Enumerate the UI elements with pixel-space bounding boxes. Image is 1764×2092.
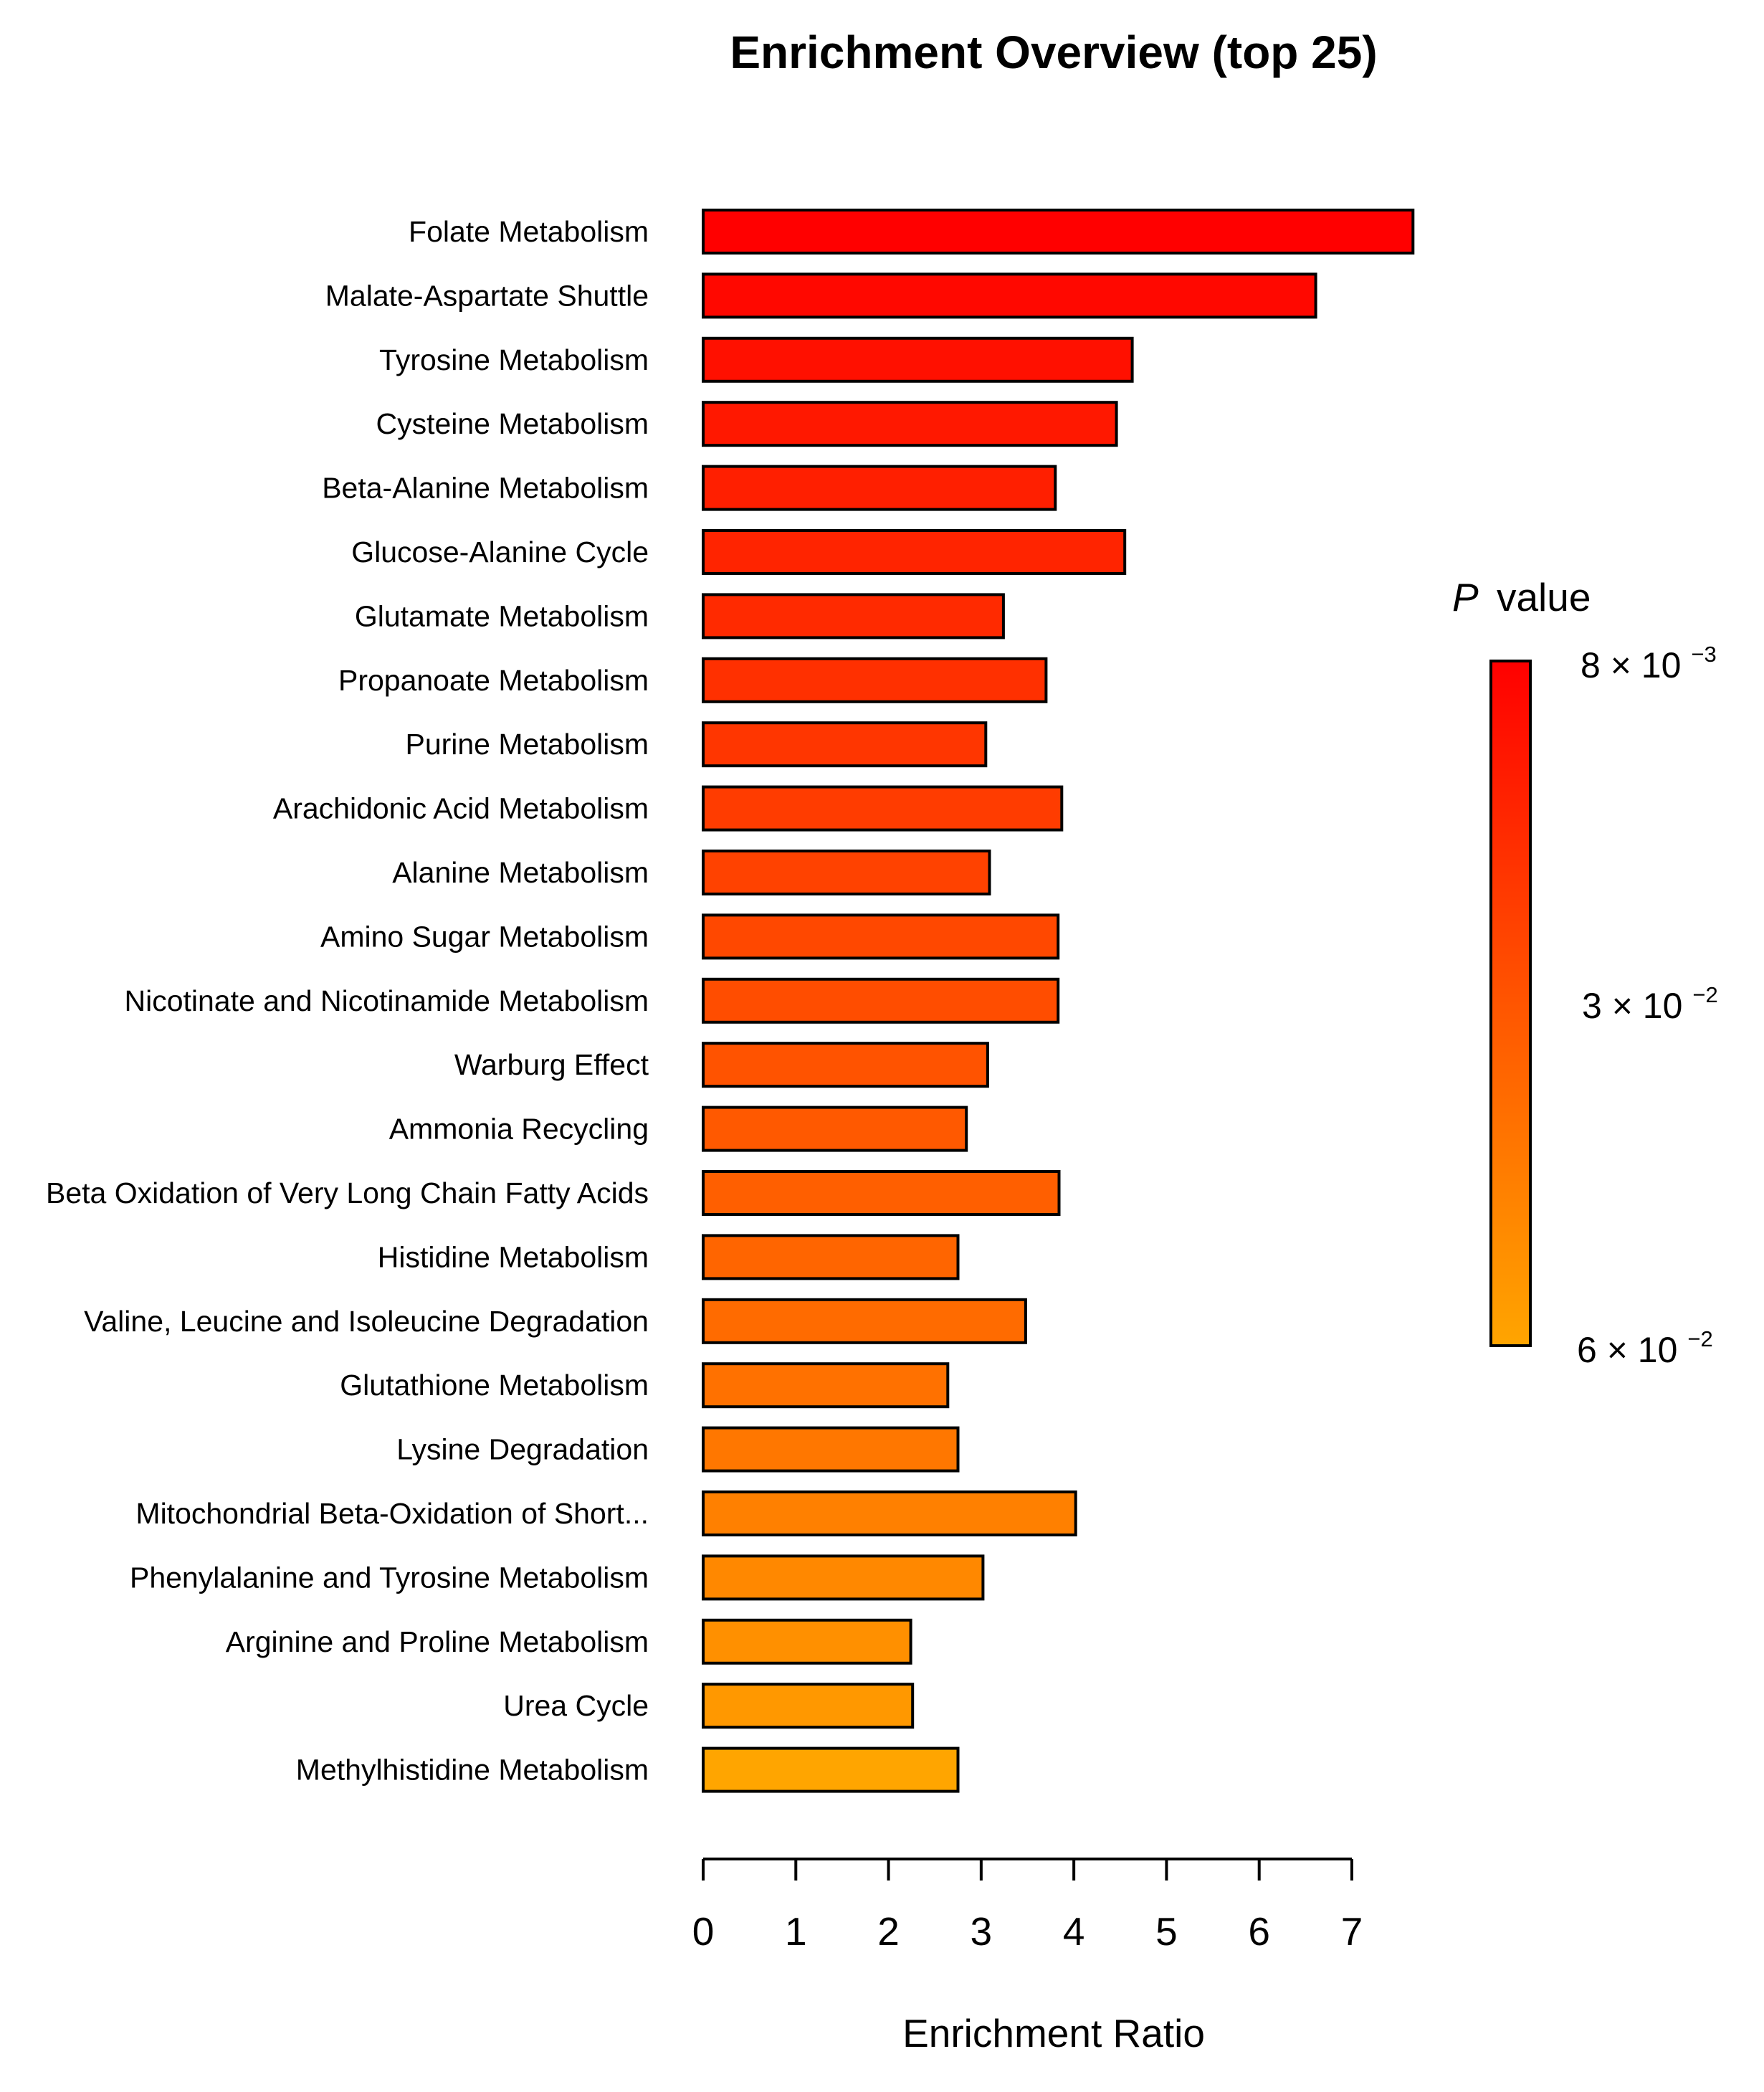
- legend-title-value: value: [1497, 575, 1591, 619]
- bar: [702, 1683, 915, 1729]
- p-value-legend: P value 8 × 10 −3 3 × 10 −2 6 × 10 −2: [1452, 575, 1718, 1370]
- bar: [702, 1234, 960, 1280]
- x-axis-title: Enrichment Ratio: [902, 2011, 1205, 2055]
- category-label: Mitochondrial Beta-Oxidation of Short...: [135, 1497, 649, 1530]
- legend-tick-exponent: −3: [1691, 642, 1716, 667]
- legend-tick-mantissa: 3 × 10: [1582, 986, 1682, 1026]
- bar: [702, 850, 991, 895]
- bar: [702, 1554, 985, 1601]
- bar: [702, 401, 1118, 447]
- bar: [702, 1042, 989, 1088]
- legend-tick-exponent: −2: [1692, 982, 1717, 1007]
- category-label: Purine Metabolism: [405, 728, 649, 761]
- bar: [702, 1618, 912, 1665]
- legend-ticks: 8 × 10 −3 3 × 10 −2 6 × 10 −2: [1577, 642, 1718, 1370]
- category-label: Methylhistidine Metabolism: [296, 1754, 649, 1787]
- legend-tick-label: 8 × 10 −3: [1581, 642, 1717, 685]
- legend-title: P value: [1452, 575, 1591, 619]
- category-label: Propanoate Metabolism: [338, 664, 649, 697]
- legend-color-bar: [1489, 660, 1532, 1347]
- category-label: Glutamate Metabolism: [355, 599, 649, 632]
- category-label: Warburg Effect: [454, 1048, 649, 1081]
- bar: [702, 913, 1060, 960]
- category-label: Glutathione Metabolism: [340, 1369, 649, 1402]
- category-label: Ammonia Recycling: [389, 1113, 649, 1146]
- category-label: Phenylalanine and Tyrosine Metabolism: [130, 1561, 649, 1594]
- bar: [702, 1362, 950, 1409]
- x-tick-label: 5: [1155, 1909, 1178, 1954]
- x-tick-label: 0: [692, 1909, 715, 1954]
- category-label: Arachidonic Acid Metabolism: [273, 792, 649, 825]
- category-label: Arginine and Proline Metabolism: [226, 1625, 649, 1658]
- legend-tick-mantissa: 6 × 10: [1577, 1330, 1677, 1370]
- bar: [702, 593, 1005, 640]
- bar: [702, 977, 1060, 1024]
- x-tick-label: 1: [785, 1909, 807, 1954]
- category-label: Urea Cycle: [503, 1689, 649, 1722]
- bar: [702, 336, 1134, 383]
- bar: [702, 272, 1317, 319]
- bar: [702, 1106, 968, 1152]
- category-label: Alanine Metabolism: [392, 856, 649, 889]
- x-tick-label: 3: [971, 1909, 993, 1954]
- bar: [702, 1490, 1077, 1536]
- x-axis: 0 1 2 3 4 5 6 7: [692, 1858, 1363, 1954]
- bars-group: [702, 209, 1415, 1793]
- x-tick-label: 4: [1063, 1909, 1085, 1954]
- legend-tick-label: 3 × 10 −2: [1582, 982, 1718, 1026]
- bar: [702, 465, 1057, 511]
- category-label: Glucose-Alanine Cycle: [351, 536, 649, 569]
- category-label: Cysteine Metabolism: [376, 407, 649, 440]
- legend-tick-exponent: −2: [1687, 1326, 1712, 1351]
- category-label: Folate Metabolism: [409, 215, 649, 248]
- bar: [702, 529, 1127, 575]
- bar: [702, 1746, 960, 1793]
- legend-tick-mantissa: 8 × 10: [1581, 645, 1681, 685]
- category-label: Histidine Metabolism: [378, 1240, 649, 1273]
- category-label: Tyrosine Metabolism: [379, 343, 649, 376]
- bar: [702, 785, 1064, 832]
- bar: [702, 721, 988, 768]
- category-label: Malate-Aspartate Shuttle: [325, 279, 649, 312]
- category-label: Nicotinate and Nicotinamide Metabolism: [124, 984, 649, 1017]
- category-labels: Folate Metabolism Malate-Aspartate Shuttl…: [46, 215, 649, 1787]
- category-label: Beta-Alanine Metabolism: [322, 472, 649, 505]
- bar: [702, 1426, 960, 1473]
- bar: [702, 1170, 1061, 1216]
- legend-tick-label: 6 × 10 −2: [1577, 1326, 1713, 1370]
- x-tick-label: 6: [1248, 1909, 1270, 1954]
- bar: [702, 657, 1048, 703]
- bar: [702, 209, 1415, 255]
- bar: [702, 1298, 1027, 1344]
- category-label: Valine, Leucine and Isoleucine Degradati…: [84, 1305, 649, 1338]
- x-tick-label: 7: [1341, 1909, 1363, 1954]
- x-tick-label: 2: [877, 1909, 900, 1954]
- category-label: Amino Sugar Metabolism: [320, 920, 649, 953]
- category-label: Lysine Degradation: [396, 1433, 649, 1466]
- chart-title: Enrichment Overview (top 25): [730, 27, 1377, 78]
- legend-title-p: P: [1452, 575, 1479, 619]
- category-label: Beta Oxidation of Very Long Chain Fatty …: [46, 1176, 649, 1209]
